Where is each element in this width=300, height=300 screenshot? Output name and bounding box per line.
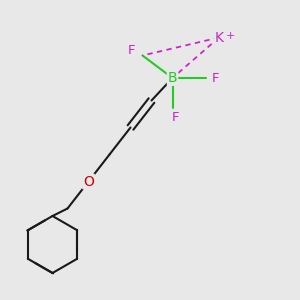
Text: F: F [128,44,136,57]
Text: +: + [226,31,235,41]
Text: O: O [83,175,94,188]
Text: F: F [212,71,219,85]
Text: B: B [168,71,177,85]
Text: F: F [172,111,179,124]
Text: K: K [214,31,224,44]
